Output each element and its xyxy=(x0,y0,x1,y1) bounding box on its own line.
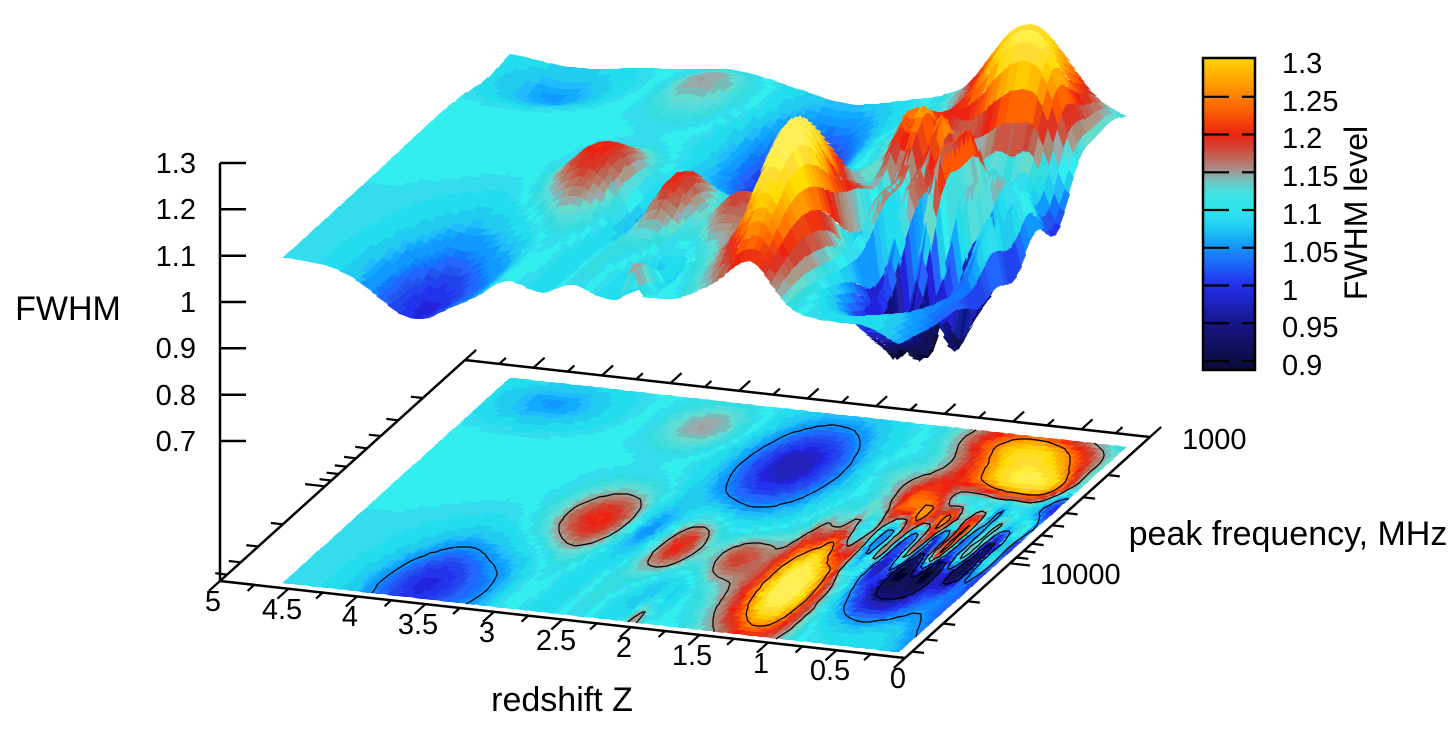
svg-text:2: 2 xyxy=(616,632,632,664)
svg-text:0.7: 0.7 xyxy=(156,426,196,458)
svg-text:1.15: 1.15 xyxy=(1282,161,1338,193)
svg-text:0.95: 0.95 xyxy=(1282,312,1338,344)
svg-text:1.5: 1.5 xyxy=(672,640,712,672)
svg-text:1.1: 1.1 xyxy=(1282,199,1322,231)
svg-text:10000: 10000 xyxy=(1040,559,1121,591)
svg-text:1: 1 xyxy=(180,287,196,319)
svg-text:0.9: 0.9 xyxy=(1282,350,1322,382)
svg-text:FWHM: FWHM xyxy=(15,290,121,328)
svg-text:1.2: 1.2 xyxy=(1282,123,1322,155)
svg-text:3.5: 3.5 xyxy=(398,609,438,641)
svg-text:1.25: 1.25 xyxy=(1282,86,1338,118)
svg-text:1.2: 1.2 xyxy=(156,194,196,226)
svg-text:0.5: 0.5 xyxy=(810,655,850,687)
svg-text:1.3: 1.3 xyxy=(1282,48,1322,80)
svg-text:5: 5 xyxy=(205,586,221,618)
svg-text:1.1: 1.1 xyxy=(156,241,196,273)
svg-text:0: 0 xyxy=(890,663,906,695)
svg-text:peak frequency, MHz: peak frequency, MHz xyxy=(1129,515,1448,553)
svg-text:0.9: 0.9 xyxy=(156,333,196,365)
svg-text:1.05: 1.05 xyxy=(1282,237,1338,269)
svg-text:1000: 1000 xyxy=(1182,424,1247,456)
svg-text:1: 1 xyxy=(753,648,769,680)
svg-text:4: 4 xyxy=(342,601,358,633)
svg-text:1: 1 xyxy=(1282,275,1298,307)
svg-text:3: 3 xyxy=(479,617,495,649)
svg-text:1.3: 1.3 xyxy=(156,148,196,180)
svg-text:FWHM level: FWHM level xyxy=(1338,126,1374,300)
svg-text:redshift Z: redshift Z xyxy=(491,681,633,719)
svg-text:2.5: 2.5 xyxy=(536,625,576,657)
svg-text:0.8: 0.8 xyxy=(156,380,196,412)
svg-text:4.5: 4.5 xyxy=(262,594,302,626)
